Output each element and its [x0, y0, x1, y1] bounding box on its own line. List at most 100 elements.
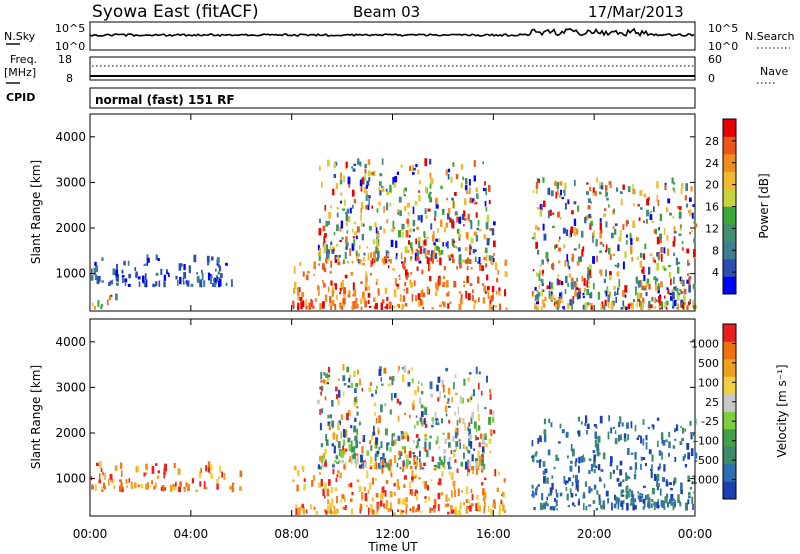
velocity-cell	[380, 377, 382, 382]
velocity-cell	[454, 459, 457, 463]
velocity-cell	[414, 389, 417, 396]
power-cell	[366, 191, 369, 196]
power-cell	[163, 274, 166, 281]
velocity-cell	[210, 464, 213, 471]
velocity-cell	[408, 451, 412, 458]
power-cell	[426, 286, 430, 294]
velocity-cell	[381, 466, 384, 474]
velocity-cell	[453, 382, 455, 390]
velocity-cell	[618, 421, 621, 428]
velocity-cell	[336, 434, 338, 442]
power-cell	[671, 292, 675, 300]
power-cell	[570, 282, 574, 288]
power-cell	[632, 188, 636, 195]
velocity-cell	[421, 391, 424, 395]
power-cell	[653, 306, 656, 309]
power-cell	[558, 247, 561, 252]
power-cell	[392, 268, 396, 271]
power-cell	[688, 284, 691, 293]
velocity-cell	[341, 459, 344, 464]
power-cell	[541, 282, 544, 287]
velocity-cell	[459, 502, 462, 509]
velocity-cell	[361, 388, 363, 392]
power-cell	[322, 301, 325, 309]
power-cell	[677, 292, 681, 296]
power-cell	[352, 282, 355, 291]
power-cell	[537, 227, 540, 231]
velocity-cell	[452, 436, 455, 442]
velocity-cell	[324, 495, 326, 499]
velocity-cell	[651, 503, 653, 508]
power-cell	[415, 295, 417, 302]
velocity-cell	[447, 405, 451, 408]
velocity-cell	[331, 400, 334, 407]
velocity-cell	[468, 499, 470, 504]
velocity-cell	[374, 441, 377, 449]
power-cell	[319, 248, 321, 256]
velocity-cell	[390, 393, 393, 401]
power-cell	[656, 236, 660, 245]
power-cell	[465, 232, 469, 239]
velocity-cell	[545, 501, 548, 506]
velocity-cell	[680, 426, 682, 429]
power-cell	[442, 242, 444, 247]
velocity-cell	[471, 465, 475, 471]
cpid-label: CPID	[6, 91, 35, 104]
power-cell	[344, 274, 348, 279]
power-cell	[393, 305, 396, 309]
velocity-cell	[665, 439, 668, 443]
velocity-cell	[450, 450, 453, 454]
power-cell	[375, 281, 378, 285]
velocity-cell	[397, 457, 400, 460]
velocity-cell	[691, 481, 694, 485]
power-cell	[422, 292, 426, 298]
velocity-cell	[375, 437, 379, 445]
velocity-cell	[489, 450, 492, 454]
velocity-cell	[407, 370, 410, 375]
power-cell	[414, 252, 417, 261]
velocity-cell	[334, 510, 337, 515]
power-cell	[345, 236, 348, 244]
power-cell	[166, 271, 169, 275]
power-cell	[399, 277, 401, 281]
velocity-cell	[172, 483, 175, 488]
power-cell	[607, 294, 610, 302]
power-cbar-swatch	[723, 224, 736, 242]
power-cell	[567, 283, 569, 287]
power-cell	[373, 251, 376, 258]
power-cell	[537, 249, 540, 255]
velocity-cell	[407, 435, 409, 442]
velocity-cell	[354, 436, 357, 441]
velocity-cell	[335, 386, 338, 392]
power-cell	[546, 258, 550, 262]
velocity-cell	[586, 423, 590, 429]
velocity-cell	[350, 446, 354, 453]
power-cell	[333, 174, 337, 178]
power-cell	[393, 289, 397, 297]
freq-panel	[89, 56, 696, 81]
power-cell	[476, 227, 479, 231]
power-cell	[571, 302, 573, 310]
velocity-cell	[385, 479, 389, 484]
power-cell	[545, 252, 549, 259]
velocity-cell	[424, 444, 427, 452]
velocity-ylabel: Slant Range [km]	[29, 365, 43, 469]
velocity-cell	[541, 507, 544, 510]
power-cell	[368, 195, 371, 199]
velocity-cell	[342, 448, 346, 455]
velocity-cell	[417, 504, 420, 511]
power-cell	[583, 278, 586, 286]
power-cell	[425, 215, 428, 219]
power-cell	[443, 227, 446, 233]
velocity-cell	[199, 481, 202, 487]
velocity-cell	[303, 478, 306, 482]
power-cbar-swatch	[723, 259, 736, 277]
power-cell	[666, 287, 669, 290]
velocity-cell	[102, 471, 104, 476]
power-cell	[491, 306, 493, 310]
power-cell	[534, 302, 536, 307]
velocity-cell	[387, 507, 391, 513]
velocity-cell	[458, 510, 462, 515]
power-cbar-tick-label: 16	[705, 201, 719, 214]
power-cell	[670, 278, 672, 286]
